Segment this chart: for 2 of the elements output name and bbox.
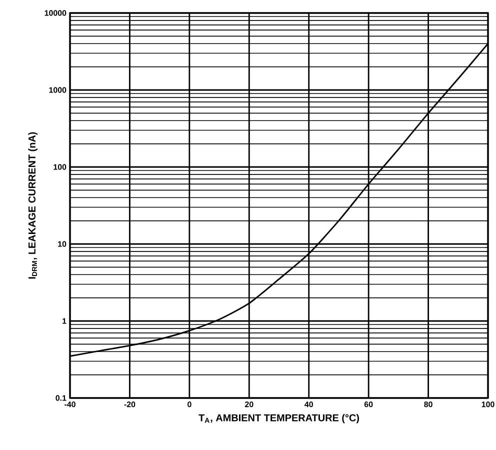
x-axis-title: T$_{A}$, AMBIENT TEMPERATURE (°C) [198,414,359,424]
y-axis-title: I$_{DRM}$, LEAKAGE CURRENT (nA) [28,132,38,279]
